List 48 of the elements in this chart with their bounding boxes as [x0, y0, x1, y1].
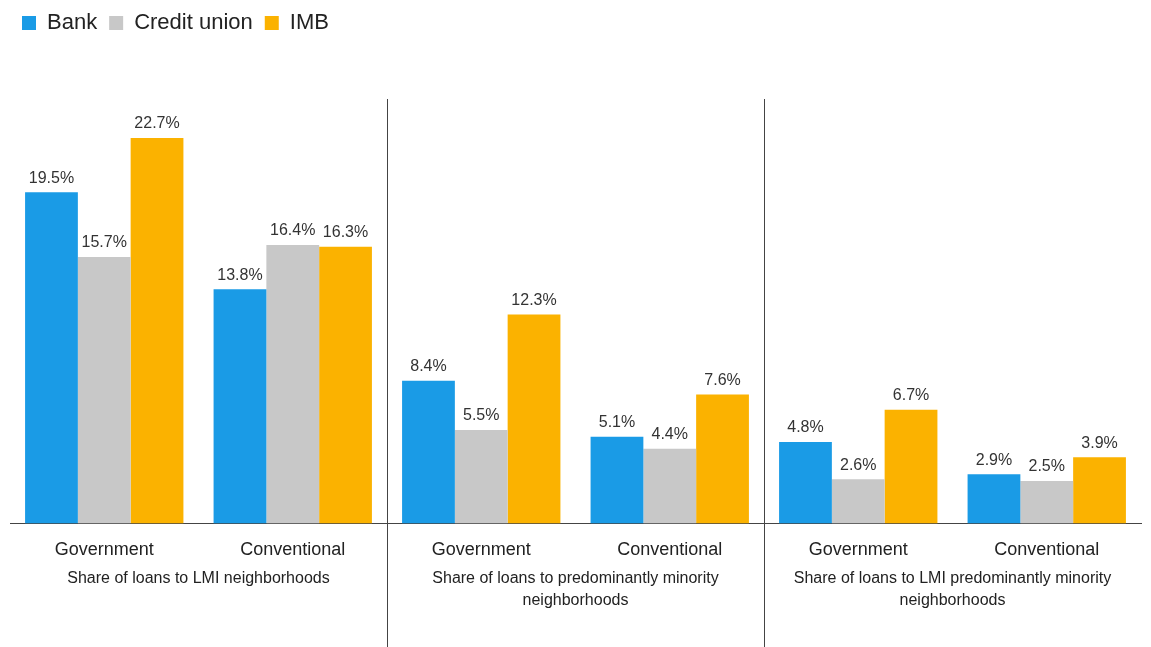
data-label: 15.7%: [81, 233, 127, 251]
bar: [884, 409, 938, 524]
x-tick-label: Conventional: [240, 539, 346, 560]
text: Share of loans to LMI predominantly minority neighborhoods: [792, 568, 1113, 610]
data-label: 12.3%: [511, 291, 557, 308]
x-tick-label: Conventional: [617, 539, 723, 560]
text: Share of loans to predominantly minority neighborhoods: [431, 568, 720, 610]
data-label: 19.5%: [28, 168, 75, 186]
bar: [454, 430, 508, 524]
data-label: 7.6%: [704, 370, 741, 388]
bar: [590, 436, 644, 524]
data-label: 8.4%: [410, 357, 447, 375]
text: Share of loans to LMI neighborhoods: [66, 568, 331, 588]
bar: [1073, 457, 1126, 524]
data-label: 16.4%: [270, 221, 316, 239]
x-tick-label: Conventional: [994, 539, 1100, 560]
x-tick-label: Government: [808, 539, 908, 560]
bar: [967, 474, 1021, 524]
bar: [1020, 480, 1074, 524]
data-label: 22.7%: [134, 114, 180, 132]
data-label: 5.1%: [598, 413, 636, 431]
bar: [402, 380, 455, 524]
data-label: 2.6%: [840, 455, 877, 473]
legend-label: Bank: [47, 9, 99, 35]
data-label: 2.5%: [1028, 457, 1065, 475]
data-label: 5.5%: [463, 406, 500, 424]
x-tick-label: Government: [431, 539, 531, 560]
data-label: 6.7%: [892, 386, 930, 404]
bar: [77, 256, 131, 524]
legend-label: Credit union: [134, 9, 253, 35]
bar: [266, 244, 320, 524]
bar: [130, 138, 184, 524]
x-tick-label: Government: [54, 539, 154, 560]
data-label: 4.4%: [651, 425, 688, 443]
data-label: 13.8%: [217, 265, 263, 283]
bar: [696, 394, 749, 524]
bar: [779, 441, 832, 524]
data-label: 16.3%: [322, 223, 369, 241]
bar: [831, 479, 885, 524]
bar: [507, 314, 561, 524]
legend-label: IMB: [289, 9, 329, 35]
bar: [643, 448, 697, 524]
bar: [213, 289, 267, 524]
data-label: 3.9%: [1081, 433, 1118, 451]
data-label: 4.8%: [787, 418, 824, 436]
bar: [25, 192, 78, 524]
bar: [319, 246, 372, 524]
data-label: 2.9%: [975, 450, 1013, 468]
